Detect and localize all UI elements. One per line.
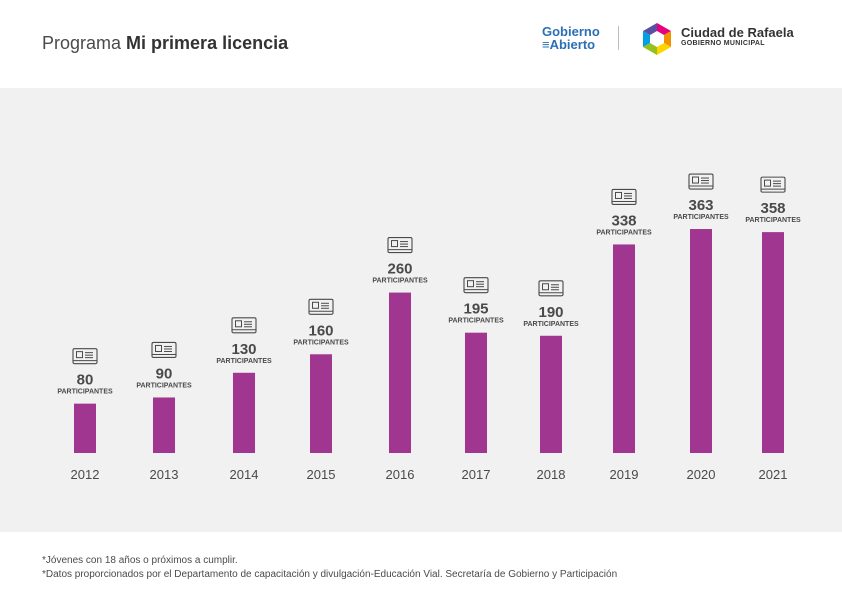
license-card-icon	[387, 237, 413, 254]
value-label-2019: 338	[611, 212, 636, 229]
gobierno-abierto-logo: Gobierno ≡Abierto	[542, 25, 600, 51]
arrow-lines-icon: ≡	[542, 37, 550, 52]
header: Programa Mi primera licencia Gobierno ≡A…	[0, 0, 842, 88]
ciudad-rafaela-text: Ciudad de Rafaela GOBIERNO MUNICIPAL	[681, 25, 794, 48]
unit-label-2021: PARTICIPANTES	[745, 217, 801, 224]
license-card-icon	[463, 277, 489, 294]
logo-divider	[618, 26, 619, 50]
bar-2019	[613, 244, 635, 453]
value-label-2017: 195	[463, 301, 488, 318]
city-name: Ciudad de Rafaela	[681, 25, 794, 40]
footnote-2: *Datos proporcionados por el Departament…	[42, 569, 618, 580]
bar-2018	[540, 335, 562, 453]
unit-label-2015: PARTICIPANTES	[293, 339, 349, 346]
x-tick-2021: 2021	[759, 467, 788, 482]
bar-2017	[465, 332, 487, 453]
gobierno-abierto-line1: Gobierno	[542, 24, 600, 39]
bar-2016	[389, 292, 411, 453]
license-card-icon	[308, 298, 334, 315]
page-title: Programa Mi primera licencia	[42, 33, 288, 54]
value-label-2021: 358	[760, 200, 785, 217]
x-tick-2020: 2020	[687, 467, 716, 482]
unit-label-2018: PARTICIPANTES	[523, 321, 579, 328]
unit-label-2012: PARTICIPANTES	[57, 389, 113, 396]
value-label-2013: 90	[156, 365, 173, 382]
unit-label-2016: PARTICIPANTES	[372, 278, 428, 285]
footnote-1: *Jóvenes con 18 años o próximos a cumpli…	[42, 555, 238, 566]
unit-label-2014: PARTICIPANTES	[216, 358, 272, 365]
bar-chart: PARTICIPANTES802012PARTICIPANTES902013PA…	[57, 173, 801, 482]
value-label-2015: 160	[308, 322, 333, 339]
unit-label-2019: PARTICIPANTES	[596, 229, 652, 236]
unit-label-2017: PARTICIPANTES	[448, 318, 504, 325]
license-card-icon	[611, 188, 637, 206]
unit-label-2020: PARTICIPANTES	[673, 214, 729, 221]
x-tick-2016: 2016	[386, 467, 415, 482]
license-card-icon	[688, 173, 714, 190]
x-tick-2018: 2018	[537, 467, 566, 482]
bar-2013	[153, 397, 175, 453]
x-tick-2013: 2013	[150, 467, 179, 482]
title-bold: Mi primera licencia	[126, 33, 289, 53]
ciudad-rafaela-hexagon-logo	[643, 23, 671, 55]
license-card-icon	[151, 341, 177, 359]
gobierno-abierto-line2-row: ≡Abierto	[542, 38, 600, 51]
unit-label-2013: PARTICIPANTES	[136, 382, 192, 389]
value-label-2016: 260	[387, 261, 412, 278]
x-tick-2017: 2017	[462, 467, 491, 482]
license-card-icon	[231, 317, 257, 334]
x-tick-2019: 2019	[610, 467, 639, 482]
x-tick-2012: 2012	[71, 467, 100, 482]
gobierno-abierto-line2: Abierto	[549, 37, 596, 52]
license-card-icon	[72, 348, 98, 365]
value-label-2012: 80	[77, 372, 94, 389]
x-tick-2014: 2014	[230, 467, 259, 482]
city-sub: GOBIERNO MUNICIPAL	[681, 40, 765, 47]
title-prefix: Programa	[42, 33, 127, 53]
bar-2020	[690, 229, 712, 453]
value-label-2020: 363	[688, 197, 713, 214]
bar-2014	[233, 372, 255, 453]
value-label-2014: 130	[231, 341, 256, 358]
bar-2015	[310, 354, 332, 453]
license-card-icon	[538, 280, 564, 297]
value-label-2018: 190	[538, 304, 563, 321]
bar-2021	[762, 232, 784, 453]
x-tick-2015: 2015	[307, 467, 336, 482]
license-card-icon	[760, 176, 786, 193]
bar-2012	[74, 403, 96, 453]
